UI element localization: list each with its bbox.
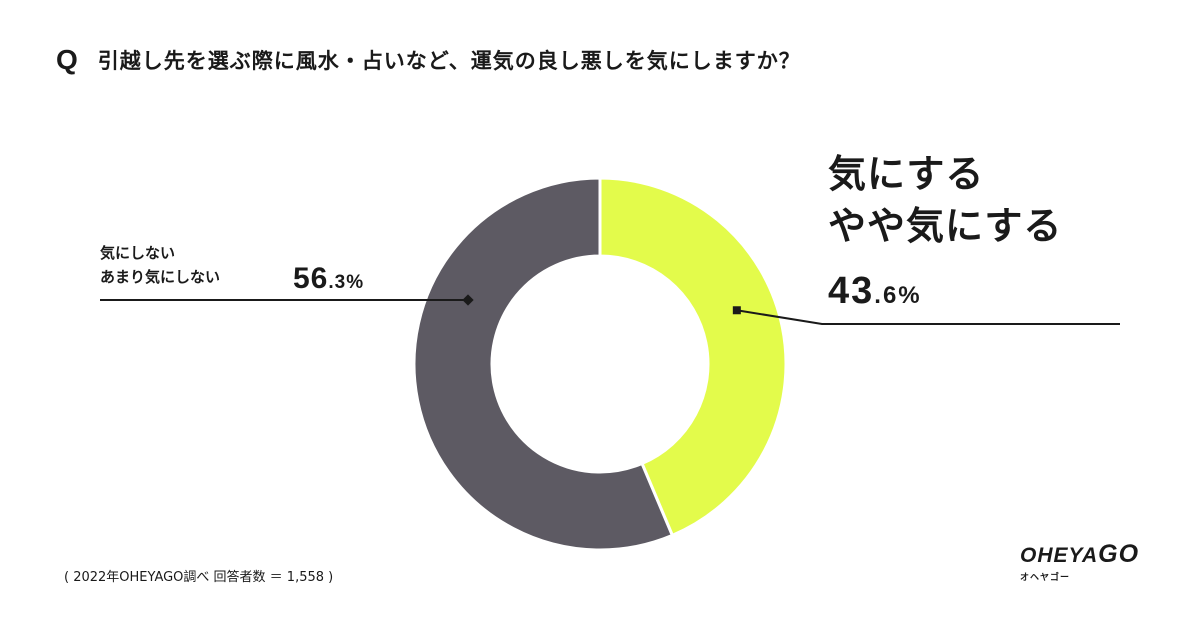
question-mark: Q	[56, 44, 78, 75]
slice-label-not-care-line1: 気にしない	[100, 244, 176, 262]
question-text: 引越し先を選ぶ際に風水・占いなど、運気の良し悪しを気にしますか？	[97, 49, 801, 73]
donut-slice-care	[598, 176, 788, 538]
slice-label-care: 気にする やや気にする	[828, 148, 1062, 252]
logo-subtext: オヘヤゴー	[1020, 573, 1071, 583]
leader-line-care	[736, 309, 1120, 325]
slice-value-not-care-dec: .3%	[328, 272, 365, 293]
logo-go-text: GO	[1098, 540, 1140, 568]
slice-value-not-care-int: 56	[293, 262, 329, 295]
source-note: ( 2022年OHEYAGO調べ 回答者数 ＝ 1,558 )	[64, 570, 334, 585]
slice-label-care-line2: やや気にする	[828, 204, 1063, 248]
slice-label-care-line1: 気にする	[828, 152, 985, 196]
slice-value-care-dec: .6%	[874, 282, 922, 309]
logo-main-text: OHEYA	[1020, 544, 1099, 567]
question-header: Q 引越し先を選ぶ際に風水・占いなど、運気の良し悪しを気にしますか？	[56, 44, 801, 76]
leader-marker-care	[732, 306, 741, 315]
slice-label-not-care-line2: あまり気にしない	[100, 268, 221, 286]
slice-label-not-care: 気にしない あまり気にしない	[100, 241, 220, 289]
leader-marker-not-care	[462, 294, 474, 306]
donut-slice-not-care	[412, 176, 675, 552]
oheyago-logo: OHEYAGO オヘヤゴー	[1020, 540, 1155, 583]
logo-wordmark: OHEYAGO	[1020, 540, 1155, 569]
slice-value-care: 43.6%	[828, 270, 922, 313]
slice-value-care-int: 43	[828, 270, 875, 312]
slice-value-not-care: 56.3%	[293, 262, 364, 296]
